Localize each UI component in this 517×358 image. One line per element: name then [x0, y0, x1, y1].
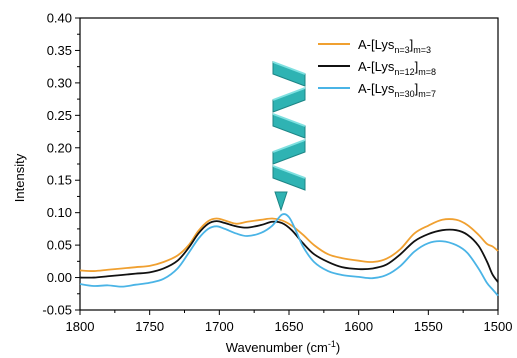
y-axis-title: Intensity — [12, 153, 27, 202]
x-tick-label: 1750 — [135, 319, 164, 334]
helix-ribbon-segment — [272, 139, 306, 165]
legend-label-1: A-[Lysn=3]m=3 — [358, 37, 431, 55]
legend-label-2: A-[Lysn=12]m=8 — [358, 59, 436, 77]
helix-ribbon-segment — [272, 165, 306, 191]
x-axis: 1800 1750 1700 1650 1600 1550 1500 — [66, 310, 513, 334]
helix-highlight — [272, 165, 306, 179]
x-tick-label: 1600 — [344, 319, 373, 334]
x-tick-label: 1550 — [414, 319, 443, 334]
series-line-1 — [79, 217, 499, 272]
x-axis-title: Wavenumber (cm-1) — [226, 339, 340, 355]
helix-highlight — [272, 113, 306, 127]
helix-highlight — [272, 87, 306, 101]
helix-ribbon-segment — [272, 61, 306, 87]
y-tick-label: 0.40 — [47, 11, 72, 26]
series-line-3 — [79, 213, 499, 297]
y-tick-label: 0.15 — [47, 173, 72, 188]
y-tick-label: 0.10 — [47, 205, 72, 220]
legend: A-[Lysn=3]m=3 A-[Lysn=12]m=8 A-[Lysn=30]m=… — [318, 37, 436, 99]
helix-tail — [274, 191, 288, 212]
y-tick-label: 0.05 — [47, 238, 72, 253]
y-tick-label: -0.05 — [42, 303, 72, 318]
x-tick-label: 1650 — [275, 319, 304, 334]
y-axis: -0.05 0.00 0.05 0.10 0.15 0.20 0.25 0.30 0.35 0.4… — [42, 11, 80, 318]
y-tick-label: 0.25 — [47, 108, 72, 123]
series-line-2 — [79, 220, 499, 283]
y-tick-label: 0.00 — [47, 270, 72, 285]
helix-highlight — [272, 61, 306, 75]
y-tick-label: 0.35 — [47, 43, 72, 58]
legend-label-3: A-[Lysn=30]m=7 — [358, 81, 436, 99]
helix-ribbon-segment — [272, 87, 306, 113]
x-tick-label: 1800 — [66, 319, 95, 334]
x-tick-label: 1700 — [205, 319, 234, 334]
y-tick-label: 0.30 — [47, 75, 72, 90]
helix-highlight — [272, 139, 306, 153]
alpha-helix-icon — [272, 61, 306, 212]
helix-ribbon-segment — [272, 113, 306, 139]
y-tick-label: 0.20 — [47, 140, 72, 155]
series-layer — [79, 213, 499, 297]
x-tick-label: 1500 — [484, 319, 513, 334]
